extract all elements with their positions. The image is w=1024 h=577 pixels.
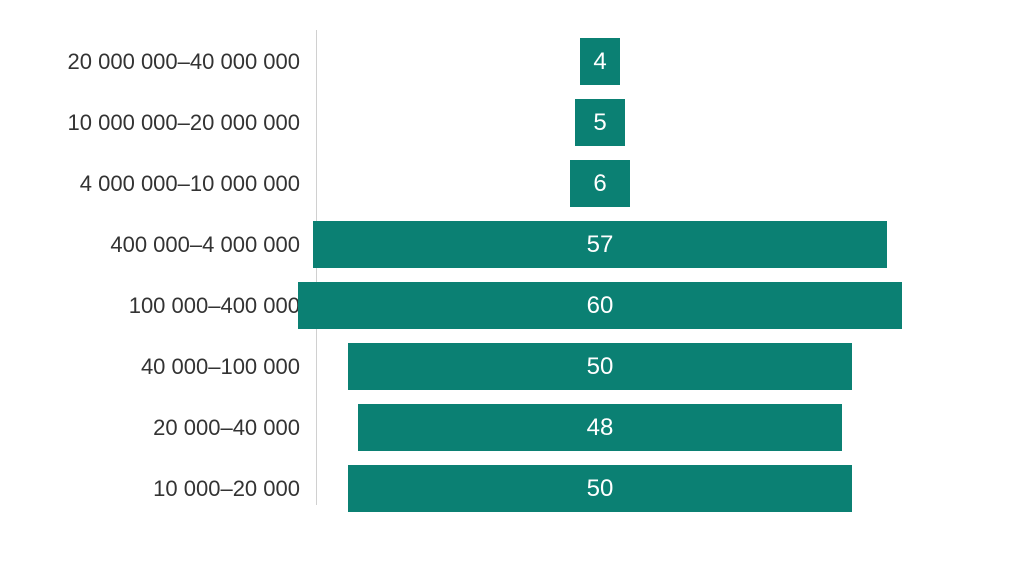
category-label: 4 000 000–10 000 000: [80, 171, 300, 197]
chart-row: 40 000–100 000 50: [0, 343, 1024, 390]
bar-value-label: 60: [587, 292, 614, 320]
category-label: 10 000–20 000: [153, 476, 300, 502]
bar-value-label: 50: [587, 353, 614, 381]
bar: 5: [575, 99, 625, 146]
category-label: 100 000–400 000: [129, 293, 300, 319]
category-label: 20 000 000–40 000 000: [68, 49, 300, 75]
bar-value-label: 57: [587, 231, 614, 259]
bar: 4: [580, 38, 620, 85]
category-label: 20 000–40 000: [153, 415, 300, 441]
chart-row: 400 000–4 000 000 57: [0, 221, 1024, 268]
funnel-chart: 20 000 000–40 000 000 4 10 000 000–20 000 …: [0, 0, 1024, 577]
chart-row: 10 000 000–20 000 000 5: [0, 99, 1024, 146]
chart-row: 100 000–400 000 60: [0, 282, 1024, 329]
chart-row: 20 000–40 000 48: [0, 404, 1024, 451]
category-label: 10 000 000–20 000 000: [68, 110, 300, 136]
bar: 60: [298, 282, 902, 329]
bar: 6: [570, 160, 630, 207]
chart-row: 20 000 000–40 000 000 4: [0, 38, 1024, 85]
chart-row: 10 000–20 000 50: [0, 465, 1024, 512]
category-label: 400 000–4 000 000: [110, 232, 300, 258]
bar: 57: [313, 221, 887, 268]
chart-row: 4 000 000–10 000 000 6: [0, 160, 1024, 207]
bar-value-label: 50: [587, 475, 614, 503]
bar-value-label: 48: [587, 414, 614, 442]
bar: 50: [348, 465, 851, 512]
bar-value-label: 6: [593, 170, 606, 198]
bar-value-label: 4: [593, 48, 606, 76]
bar: 50: [348, 343, 851, 390]
bar-value-label: 5: [593, 109, 606, 137]
bar: 48: [358, 404, 841, 451]
category-label: 40 000–100 000: [141, 354, 300, 380]
